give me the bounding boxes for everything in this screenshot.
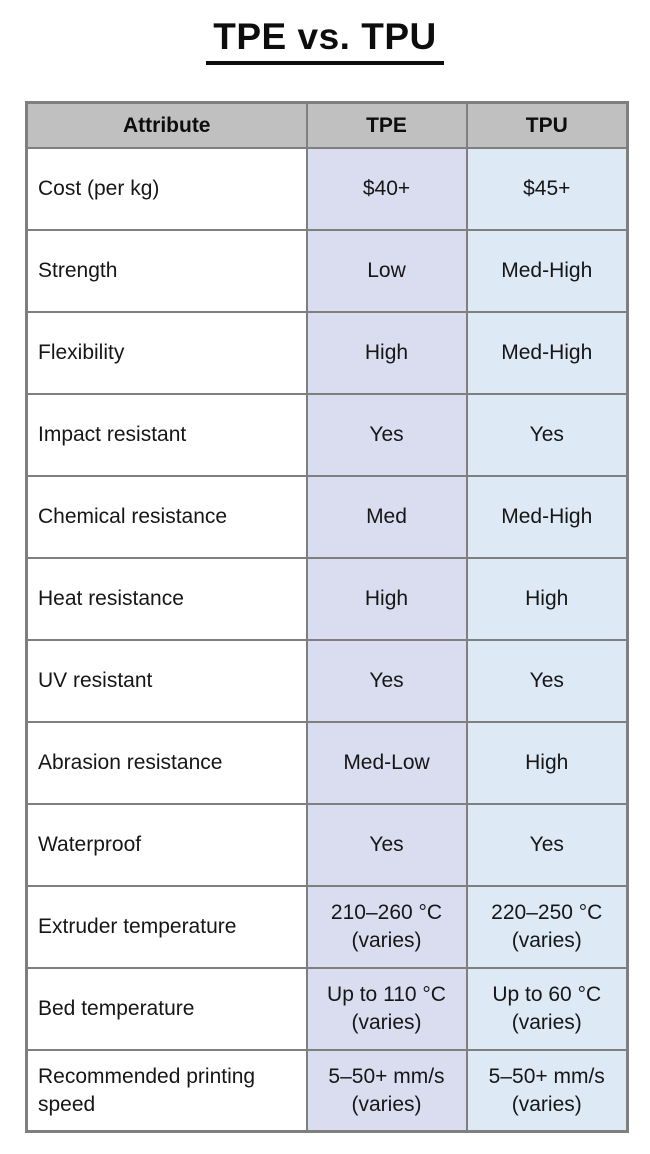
table-row: UV resistant Yes Yes [25,638,629,723]
attribute-cell: Abrasion resistance [25,720,308,805]
tpe-value-cell: 210–260 °C (varies) [305,884,468,969]
comparison-table: Attribute TPE TPU Cost (per kg) $40+ $45… [25,101,629,1134]
tpu-value-cell: Yes [465,392,629,477]
table-row: Impact resistant Yes Yes [25,392,629,477]
tpe-value-cell: Yes [305,802,468,887]
attribute-cell: Cost (per kg) [25,146,308,231]
attribute-cell: Strength [25,228,308,313]
tpu-value-cell: Med-High [465,228,629,313]
table-row: Heat resistance High High [25,556,629,641]
attribute-cell: Impact resistant [25,392,308,477]
tpu-value-cell: Med-High [465,474,629,559]
tpe-value-cell: Up to 110 °C (varies) [305,966,468,1051]
page-title: TPE vs. TPU [0,14,650,66]
table-row: Abrasion resistance Med-Low High [25,720,629,805]
tpe-value-cell: Med-Low [305,720,468,805]
tpe-value-cell: High [305,310,468,395]
page-title-text: TPE vs. TPU [206,14,444,66]
tpu-value-cell: Med-High [465,310,629,395]
tpe-value-cell: Yes [305,638,468,723]
header-row: Attribute TPE TPU [25,101,629,149]
column-header-attribute: Attribute [25,101,308,149]
tpu-value-cell: Up to 60 °C (varies) [465,966,629,1051]
attribute-cell: Extruder temperature [25,884,308,969]
table-row: Cost (per kg) $40+ $45+ [25,146,629,231]
column-header-tpe: TPE [305,101,468,149]
tpe-value-cell: Yes [305,392,468,477]
tpu-value-cell: High [465,720,629,805]
table-row: Extruder temperature 210–260 °C (varies)… [25,884,629,969]
tpu-value-cell: 5–50+ mm/s (varies) [465,1048,629,1133]
tpu-value-cell: High [465,556,629,641]
table-row: Waterproof Yes Yes [25,802,629,887]
tpu-value-cell: Yes [465,638,629,723]
tpe-value-cell: $40+ [305,146,468,231]
table-row: Bed temperature Up to 110 °C (varies) Up… [25,966,629,1051]
tpe-value-cell: Med [305,474,468,559]
attribute-cell: Bed temperature [25,966,308,1051]
table-row: Recommended printing speed 5–50+ mm/s (v… [25,1048,629,1133]
table-row: Chemical resistance Med Med-High [25,474,629,559]
tpe-value-cell: Low [305,228,468,313]
attribute-cell: Flexibility [25,310,308,395]
tpe-value-cell: 5–50+ mm/s (varies) [305,1048,468,1133]
table-row: Flexibility High Med-High [25,310,629,395]
table-row: Strength Low Med-High [25,228,629,313]
attribute-cell: Heat resistance [25,556,308,641]
tpu-value-cell: $45+ [465,146,629,231]
column-header-tpu: TPU [465,101,629,149]
attribute-cell: Recommended printing speed [25,1048,308,1133]
attribute-cell: UV resistant [25,638,308,723]
tpu-value-cell: 220–250 °C (varies) [465,884,629,969]
attribute-cell: Chemical resistance [25,474,308,559]
tpe-value-cell: High [305,556,468,641]
tpu-value-cell: Yes [465,802,629,887]
attribute-cell: Waterproof [25,802,308,887]
